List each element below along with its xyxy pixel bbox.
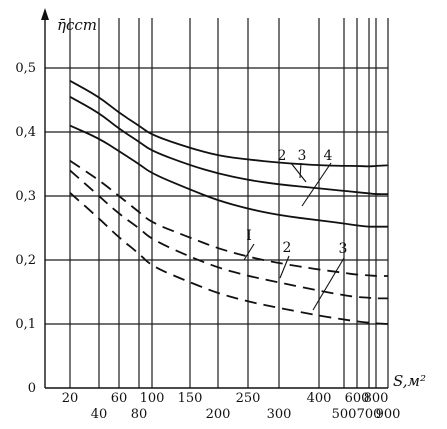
series-line-5	[69, 169, 388, 300]
y-tick-label: 0,2	[15, 253, 36, 268]
curve-label-leader	[243, 243, 255, 261]
curve-label-leader	[301, 162, 332, 207]
label-leaders	[243, 162, 345, 311]
grid	[45, 18, 389, 388]
curve-label-leader	[312, 257, 345, 311]
x-tick-label: 700	[357, 407, 382, 422]
y-tick-label: 0,5	[15, 61, 36, 76]
series-line-2	[69, 96, 388, 196]
x-tick-label: 250	[236, 391, 261, 406]
series-line-6	[69, 192, 389, 325]
x-tick-label: 40	[91, 407, 108, 422]
x-tick-label: 80	[131, 407, 148, 422]
x-tick-label: 300	[267, 407, 292, 422]
y-tick-label: 0,1	[15, 317, 36, 332]
x-tick-label: 20	[62, 391, 79, 406]
x-tick-label: 900	[376, 407, 401, 422]
x-tick-label: 600	[345, 391, 370, 406]
y-tick-label: 0,4	[15, 125, 36, 140]
y-axis-label: η̄сст	[57, 16, 97, 34]
series-group	[69, 80, 389, 325]
curve-label-leader	[290, 162, 307, 183]
x-tick-label: 400	[307, 391, 332, 406]
series-line-4	[69, 160, 388, 277]
x-tick-label: 150	[178, 391, 203, 406]
x-axis-label: S,м²	[393, 372, 426, 390]
series-line-3	[69, 124, 388, 228]
x-tick-label: 800	[364, 391, 389, 406]
curve-label: 2	[278, 148, 287, 164]
y-axis-arrow-icon	[41, 8, 49, 20]
axes	[41, 8, 388, 389]
curve-label: 3	[298, 148, 307, 164]
curve-label: 2	[283, 240, 292, 256]
series-line-1	[69, 80, 389, 168]
x-tick-label: 200	[206, 407, 231, 422]
curve-label: 4	[324, 148, 333, 164]
x-tick-label: 100	[140, 391, 165, 406]
curve-label-leader	[279, 255, 290, 279]
curve-label: I	[246, 228, 252, 244]
y-tick-label: 0,3	[15, 189, 36, 204]
x-tick-label: 500	[332, 407, 357, 422]
x-tick-label: 60	[111, 391, 128, 406]
y-tick-label: 0	[28, 381, 36, 396]
curve-label-leader	[299, 162, 302, 179]
curve-label: 3	[339, 241, 348, 257]
labels: η̄сст S,м² 00,10,20,30,40,520 60 100 150 250…	[15, 16, 426, 422]
